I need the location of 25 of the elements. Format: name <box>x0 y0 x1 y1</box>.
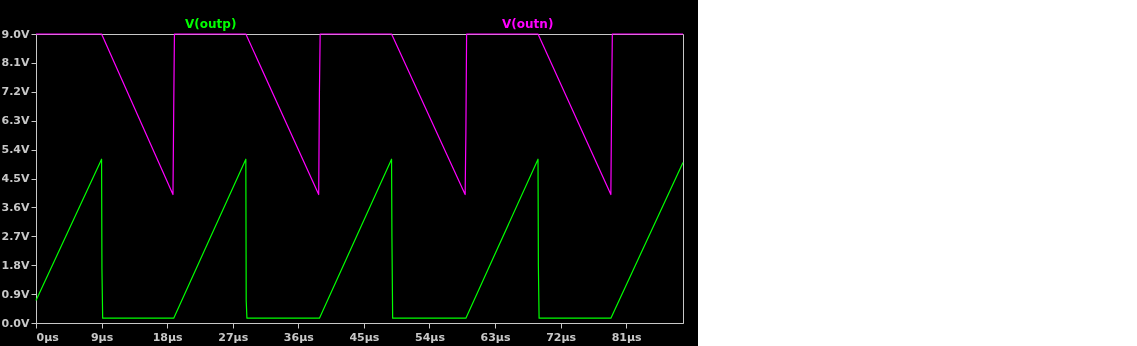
x-tick-label: 18µs <box>152 330 184 344</box>
y-tick-label: 2.7V <box>1 229 30 243</box>
series-label: V(outn) <box>502 17 554 31</box>
y-tick-label: 3.6V <box>1 200 30 214</box>
line-series <box>35 33 684 196</box>
y-tick-label: 9.0V <box>1 27 30 41</box>
y-tick-label: 1.8V <box>1 258 30 272</box>
x-tick-label: 63µs <box>480 330 511 344</box>
y-tick-label: 6.3V <box>1 114 30 128</box>
x-tick-label: 54µs <box>414 330 446 344</box>
x-tick-label: 27µs <box>218 330 249 344</box>
line-series <box>35 158 684 319</box>
text: V(outp) <box>185 17 237 31</box>
x-tick-label: 9µs <box>90 330 114 344</box>
x-tick-label: 45µs <box>349 330 380 344</box>
x-tick-label: 0µs <box>36 330 60 344</box>
x-tick-label: 72µs <box>546 330 577 344</box>
y-tick-label: 5.4V <box>1 143 30 157</box>
x-tick-label: 81µs <box>611 330 643 344</box>
y-tick-label: 7.2V <box>1 85 30 99</box>
y-tick-label: 4.5V <box>1 172 30 185</box>
y-tick-label: 8.1V <box>1 56 30 70</box>
y-tick-label: 0.9V <box>1 287 30 301</box>
x-tick-label: 36µs <box>283 330 315 344</box>
y-tick-label: 0.0V <box>1 316 30 330</box>
